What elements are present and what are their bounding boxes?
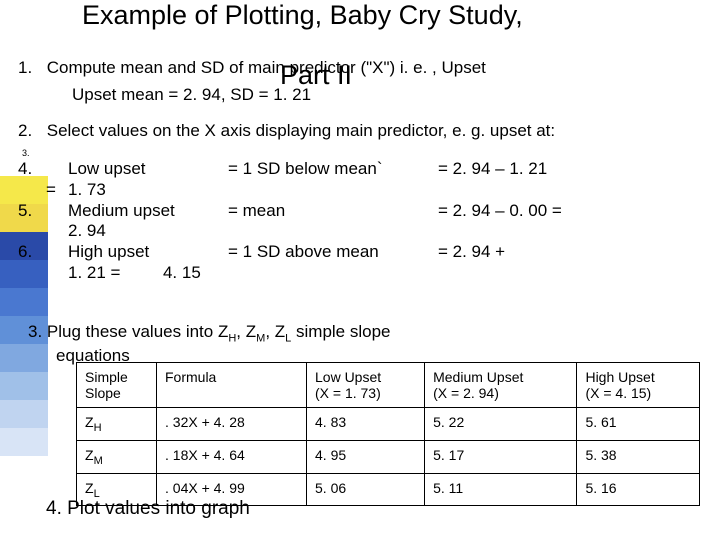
step-3-line2: equations <box>56 346 130 365</box>
th-slope: Simple Slope <box>77 363 157 408</box>
cell-medium: 5. 22 <box>425 408 577 441</box>
cell-formula: . 32X + 4. 28 <box>157 408 307 441</box>
calc-6-value: 1. 21 = 4. 15 <box>68 263 201 284</box>
content-area: 1. Compute mean and SD of main predictor… <box>18 58 702 284</box>
calc-6-rhs: = 2. 94 + <box>438 242 702 263</box>
step-3-text-b: , Z <box>236 322 256 341</box>
calc-6-number: 6. <box>18 242 46 263</box>
table-header-row: Simple Slope Formula Low Upset(X = 1. 73… <box>77 363 700 408</box>
step-3-overlay: 3. Plug these values into ZH, ZM, ZL sim… <box>18 322 702 367</box>
tiny-3-marker: 3. <box>18 148 702 159</box>
slide: Example of Plotting, Baby Cry Study, Par… <box>0 0 720 540</box>
step-1-number: 1. <box>18 58 42 79</box>
cell-low: 4. 95 <box>307 440 425 473</box>
table-row: ZM. 18X + 4. 644. 955. 175. 38 <box>77 440 700 473</box>
cell-low: 5. 06 <box>307 473 425 506</box>
cell-low: 4. 83 <box>307 408 425 441</box>
calc-4-rhs: = 2. 94 – 1. 21 <box>438 159 702 180</box>
calc-4-label: Low upset <box>68 159 228 180</box>
cell-slope-label: ZM <box>77 440 157 473</box>
cell-high: 5. 38 <box>577 440 700 473</box>
step-3-text-a: 3. Plug these values into Z <box>28 322 228 341</box>
slide-title-line1: Example of Plotting, Baby Cry Study, <box>82 0 690 31</box>
step-2-text: Select values on the X axis displaying m… <box>47 121 671 142</box>
calc-5-rhs: = 2. 94 – 0. 00 = <box>438 201 702 222</box>
th-high: High Upset(X = 4. 15) <box>577 363 700 408</box>
step-4: 4. Plot values into graph <box>46 498 250 520</box>
calc-5-number: 5. <box>18 201 46 222</box>
step-1-detail: Upset mean = 2. 94, SD = 1. 21 <box>18 85 702 106</box>
cell-slope-label: ZH <box>77 408 157 441</box>
calc-block: 4. Low upset = 1 SD below mean` = 2. 94 … <box>18 159 702 283</box>
cell-high: 5. 16 <box>577 473 700 506</box>
calc-5-label: Medium upset <box>68 201 228 222</box>
cell-formula: . 18X + 4. 64 <box>157 440 307 473</box>
step-3-sub-m: M <box>256 332 265 344</box>
calc-6-mid: = 1 SD above mean <box>228 242 438 263</box>
cell-medium: 5. 17 <box>425 440 577 473</box>
th-low: Low Upset(X = 1. 73) <box>307 363 425 408</box>
calc-4-number: 4. <box>18 159 46 180</box>
calc-4-eq: = <box>46 180 68 201</box>
step-3-text-c: , Z <box>265 322 285 341</box>
step-1: 1. Compute mean and SD of main predictor… <box>18 58 702 79</box>
th-medium: Medium Upset(X = 2. 94) <box>425 363 577 408</box>
calc-5-mid: = mean <box>228 201 438 222</box>
calc-4-mid: = 1 SD below mean` <box>228 159 438 180</box>
table-row: ZH. 32X + 4. 284. 835. 225. 61 <box>77 408 700 441</box>
calc-4-value: 1. 73 <box>68 180 228 201</box>
calc-5-value: 2. 94 <box>68 221 228 242</box>
calc-6-label: High upset <box>68 242 228 263</box>
step-2: 2. Select values on the X axis displayin… <box>18 121 702 142</box>
slope-table: Simple Slope Formula Low Upset(X = 1. 73… <box>76 362 700 506</box>
cell-high: 5. 61 <box>577 408 700 441</box>
table-body: ZH. 32X + 4. 284. 835. 225. 61ZM. 18X + … <box>77 408 700 506</box>
step-3-text-d: simple slope <box>291 322 390 341</box>
th-formula: Formula <box>157 363 307 408</box>
step-2-number: 2. <box>18 121 42 142</box>
cell-medium: 5. 11 <box>425 473 577 506</box>
step-1-text: Compute mean and SD of main predictor ("… <box>47 58 671 79</box>
